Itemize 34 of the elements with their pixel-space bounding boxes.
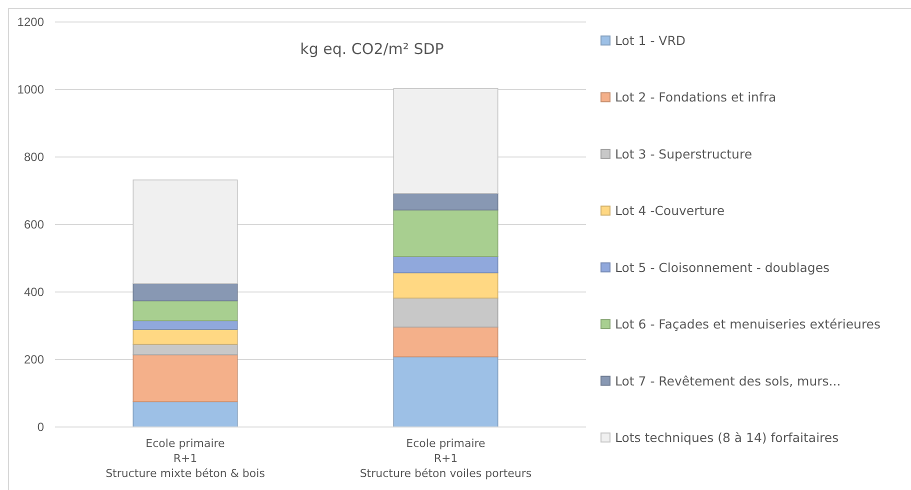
legend-label: Lot 2 - Fondations et infra <box>615 90 776 105</box>
legend-label: Lots techniques (8 à 14) forfaitaires <box>615 430 839 445</box>
legend-label: Lot 1 - VRD <box>615 33 686 48</box>
y-tick-label: 200 <box>24 352 44 366</box>
y-tick-label: 0 <box>37 420 44 434</box>
legend-label: Lot 4 -Couverture <box>615 203 725 218</box>
bar <box>132 344 238 356</box>
text: kg eq. CO2/m² SDP <box>300 40 444 58</box>
legend-label: Lot 7 - Revêtement des sols, murs... <box>615 373 841 388</box>
bar <box>132 320 238 330</box>
bar <box>393 356 498 428</box>
bar <box>393 298 498 328</box>
y-tick-label: 400 <box>24 284 44 299</box>
bar <box>393 193 498 210</box>
bar <box>132 180 238 284</box>
bar <box>393 210 498 257</box>
bar <box>393 256 498 274</box>
bar <box>132 329 238 345</box>
bar <box>132 354 238 402</box>
y-tick-label: 600 <box>24 217 44 232</box>
bar <box>132 300 238 322</box>
legend-label: Lot 3 - Superstructure <box>615 146 752 162</box>
x-tick-label: Ecole primaire R+1 Structure béton voiles porteurs <box>360 437 532 480</box>
y-tick-label: 1000 <box>17 82 44 96</box>
legend-label: Lot 6 - Façades et menuiseries extérieures <box>615 316 881 332</box>
y-tick-label: 800 <box>24 150 44 164</box>
bar <box>393 88 498 194</box>
legend-label: Lot 5 - Cloisonnement - doublages <box>615 260 830 275</box>
bar <box>132 401 238 428</box>
x-tick-label: Ecole primaire R+1 Structure mixte béton & bois <box>106 437 266 480</box>
bar <box>393 272 498 298</box>
bar <box>393 326 498 358</box>
bar <box>132 283 238 302</box>
y-tick-label: 1200 <box>17 14 44 29</box>
